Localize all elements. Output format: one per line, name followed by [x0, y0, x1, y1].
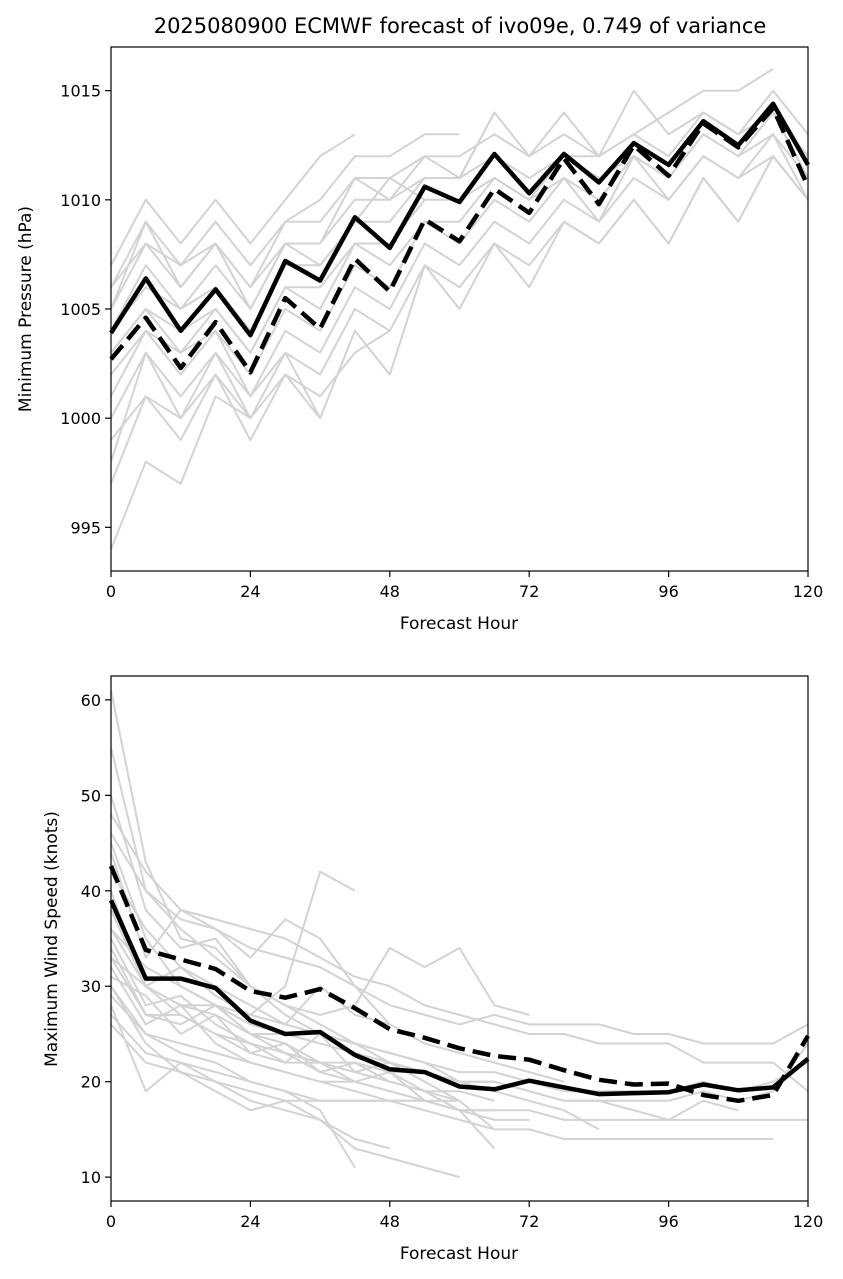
ensemble-member-line — [110, 373, 321, 485]
ensemble-member-line — [110, 1014, 391, 1150]
ensemble-member-line — [110, 89, 809, 332]
ensemble-member-line — [110, 795, 530, 1016]
mean-lines — [108, 865, 810, 1104]
solid-mean-line — [109, 101, 810, 338]
ensemble-lines — [110, 690, 809, 1179]
ensemble-member-line — [110, 985, 774, 1140]
ensemble-member-line — [110, 112, 496, 310]
solid-mean-line — [108, 899, 810, 1097]
y-axis-label: Minimum Pressure (hPa) — [16, 206, 36, 412]
ensemble-member-line — [110, 690, 496, 1131]
y-ticks: 10 20 30 40 50 60 — [81, 691, 111, 1187]
y-tick-label: 50 — [81, 786, 101, 805]
y-tick-label: 1010 — [60, 191, 101, 210]
ensemble-member-line — [110, 155, 809, 441]
x-axis-label: Forecast Hour — [400, 1244, 518, 1264]
chart-title: 2025080900 ECMWF forecast of ivo09e, 0.7… — [154, 14, 767, 38]
ensemble-member-line — [110, 928, 809, 1093]
mean-lines — [109, 101, 811, 375]
dashed-mean-line — [109, 105, 811, 375]
x-tick-label: 48 — [380, 582, 400, 601]
x-tick-label: 0 — [106, 582, 116, 601]
plot-frame — [110, 675, 809, 1202]
ensemble-member-line — [110, 1004, 808, 1121]
pressure-chart: 2025080900 ECMWF forecast of ivo09e, 0.7… — [16, 14, 823, 634]
x-tick-label: 120 — [793, 1212, 824, 1231]
ensemble-member-line — [110, 985, 356, 1169]
y-ticks: 995 1000 1005 1010 1015 — [60, 82, 111, 537]
ensemble-member-line — [110, 155, 809, 398]
ensemble-member-line — [110, 133, 809, 376]
y-tick-label: 30 — [81, 977, 101, 996]
y-tick-label: 10 — [81, 1168, 101, 1187]
x-tick-label: 120 — [793, 582, 824, 601]
x-tick-label: 0 — [106, 1212, 116, 1231]
x-tick-label: 48 — [380, 1212, 400, 1231]
ensemble-member-line — [110, 975, 460, 1102]
y-tick-label: 20 — [81, 1073, 101, 1092]
y-tick-label: 40 — [81, 882, 101, 901]
x-ticks: 0 24 48 72 96 120 — [106, 1201, 823, 1231]
x-tick-label: 72 — [519, 582, 539, 601]
dashed-mean-line — [108, 865, 810, 1104]
x-tick-label: 24 — [240, 582, 260, 601]
ensemble-member-line — [110, 813, 809, 1092]
x-axis-label: Forecast Hour — [400, 614, 518, 634]
x-tick-label: 72 — [519, 1212, 539, 1231]
ensemble-lines — [110, 67, 809, 550]
x-tick-label: 24 — [240, 1212, 260, 1231]
x-ticks: 0 24 48 72 96 120 — [106, 571, 823, 601]
ensemble-member-line — [110, 111, 809, 354]
y-tick-label: 1005 — [60, 300, 101, 319]
ensemble-member-line — [110, 133, 356, 266]
ensemble-member-line — [110, 395, 251, 550]
y-axis-label: Maximum Wind Speed (knots) — [42, 811, 62, 1067]
y-tick-label: 1015 — [60, 82, 101, 101]
y-tick-label: 1000 — [60, 409, 101, 428]
y-tick-label: 60 — [81, 691, 101, 710]
y-tick-label: 995 — [70, 518, 101, 537]
ensemble-member-line — [110, 957, 809, 1102]
x-tick-label: 96 — [658, 1212, 678, 1231]
ensemble-member-line — [110, 832, 809, 1045]
ensemble-member-line — [110, 747, 460, 1112]
x-tick-label: 96 — [658, 582, 678, 601]
